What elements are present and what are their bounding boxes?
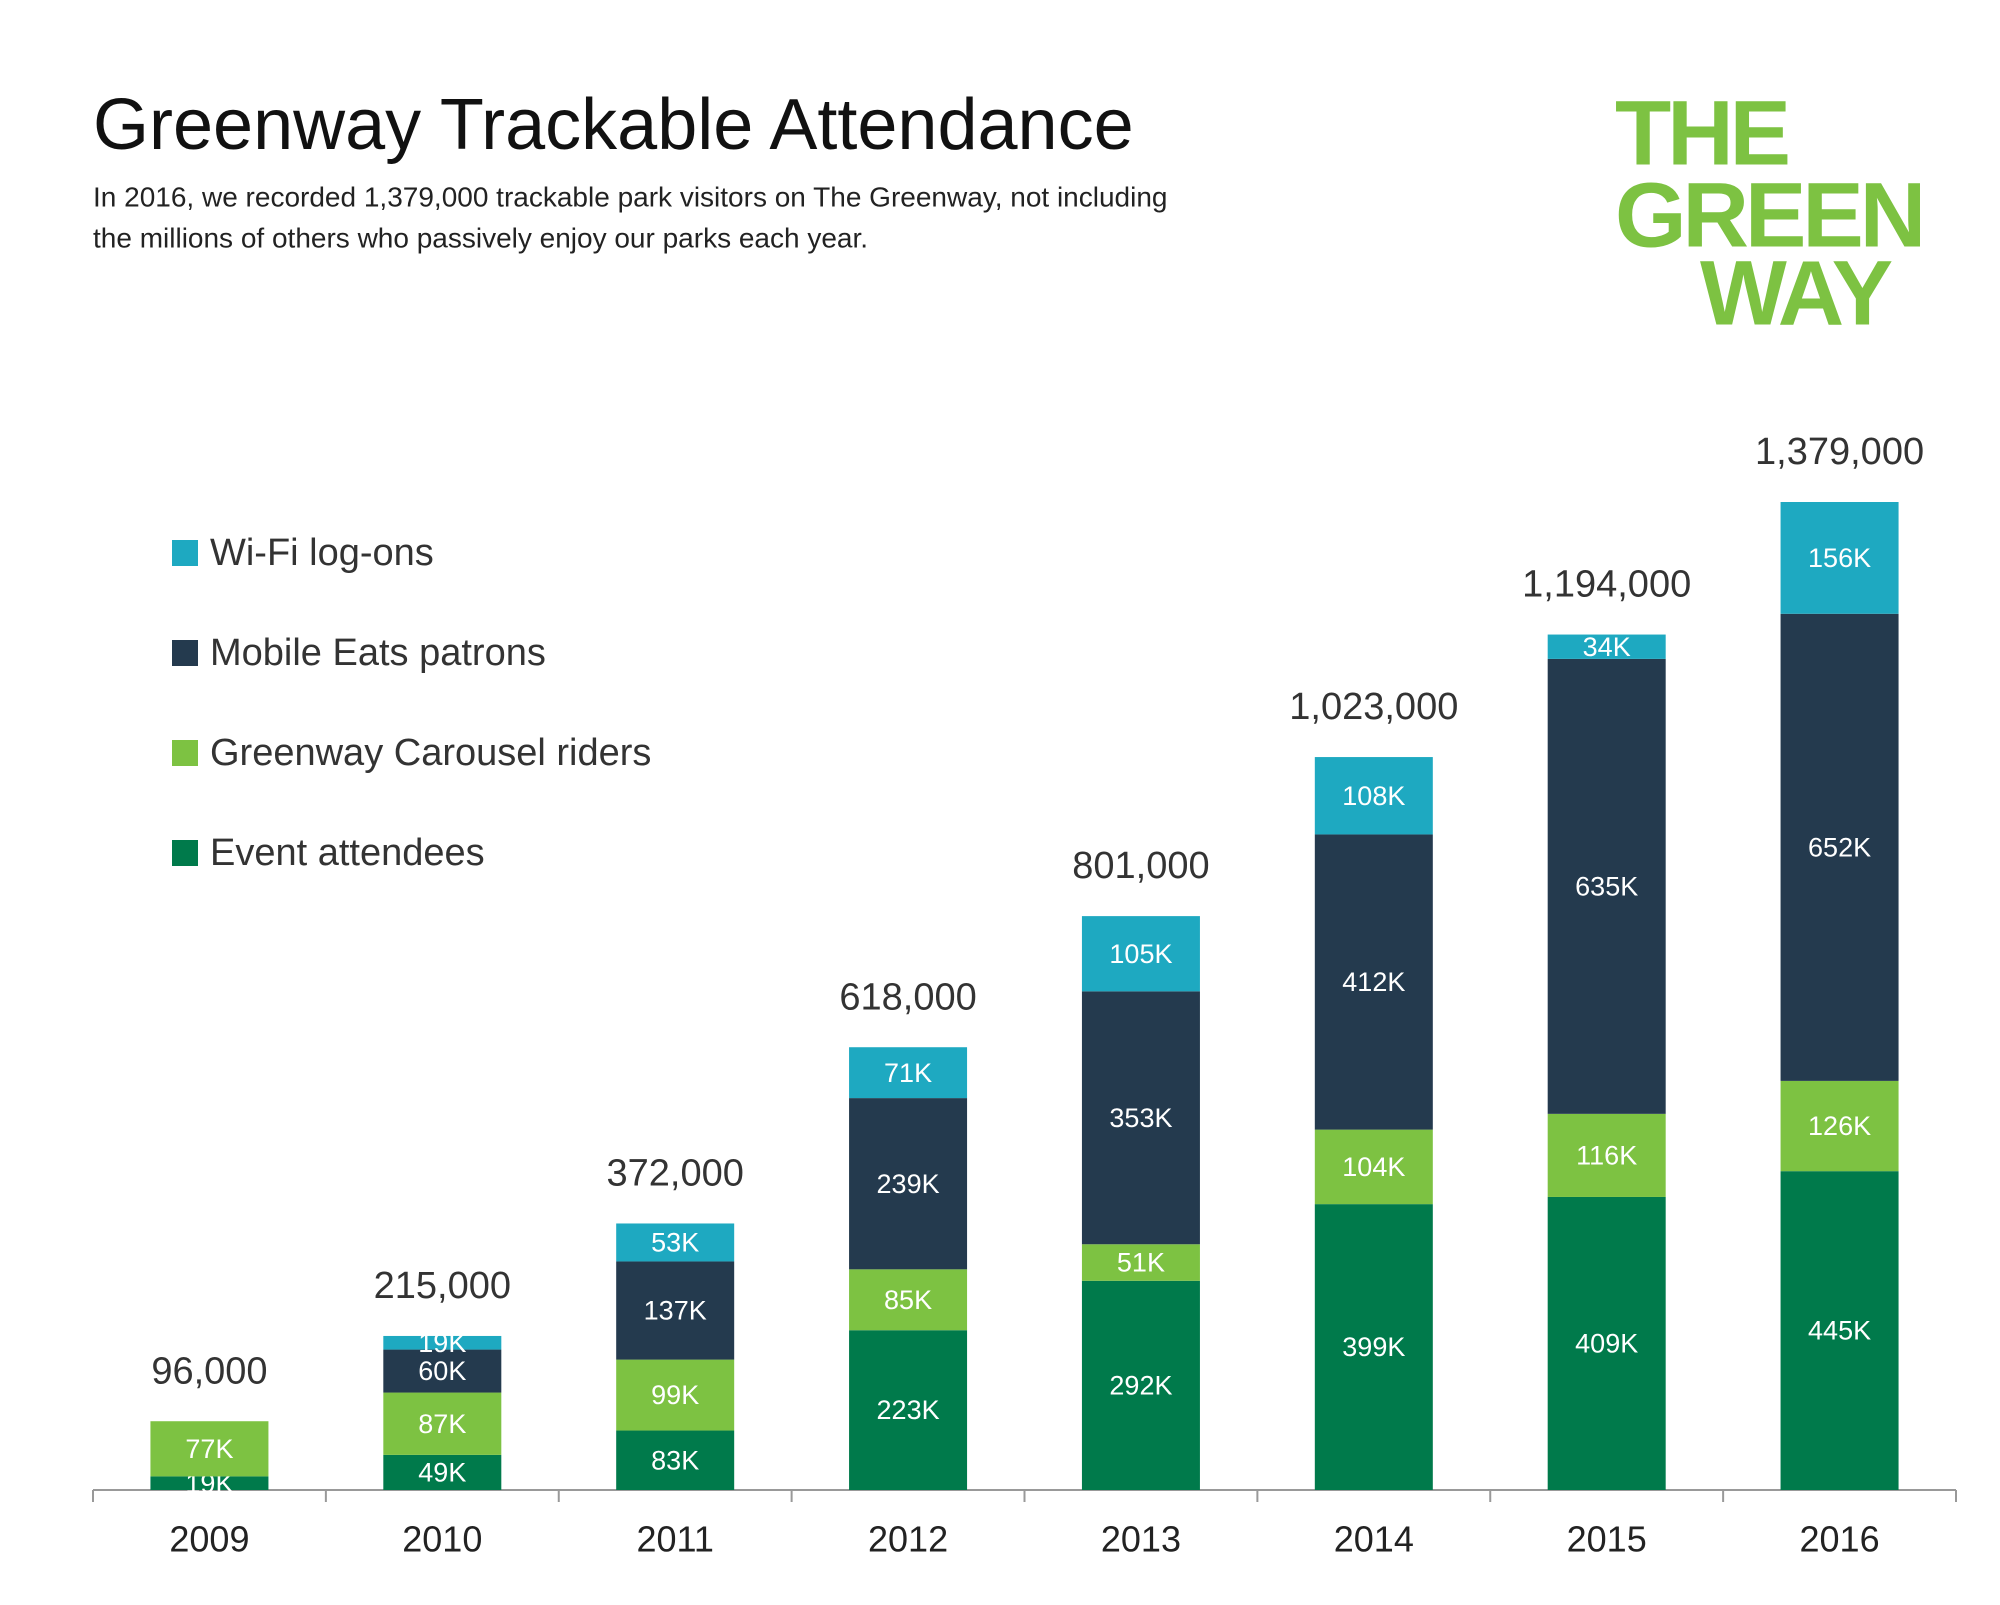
bar-segment <box>383 1335 502 1350</box>
total-label: 1,023,000 <box>1289 686 1458 728</box>
x-tick-label: 2013 <box>1101 1519 1181 1560</box>
value-label: 445K <box>1808 1316 1871 1346</box>
bar-segment <box>616 1261 735 1360</box>
bar-segment <box>150 1476 269 1490</box>
bar-segment <box>1081 916 1200 992</box>
bar-segment <box>849 1269 968 1331</box>
value-label: 99K <box>651 1380 699 1410</box>
bar-segment <box>1314 757 1433 835</box>
value-label: 77K <box>185 1434 233 1464</box>
value-label: 409K <box>1575 1329 1638 1359</box>
value-label: 412K <box>1342 967 1405 997</box>
bar-segment <box>1547 634 1666 659</box>
legend-swatch <box>172 840 198 866</box>
bar-segment <box>150 1421 269 1477</box>
x-tick-label: 2009 <box>169 1519 249 1560</box>
value-label: 292K <box>1109 1371 1172 1401</box>
x-tick-label: 2012 <box>868 1519 948 1560</box>
legend-label: Wi-Fi log-ons <box>210 532 434 574</box>
total-label: 1,379,000 <box>1755 431 1924 473</box>
bar-segment <box>383 1454 502 1490</box>
bar-segment <box>616 1430 735 1490</box>
chart-title: Greenway Trackable Attendance <box>93 85 1134 165</box>
logo-text: WAY <box>1700 242 1892 344</box>
logo-text: GREEN <box>1615 164 1922 266</box>
chart-subtitle: In 2016, we recorded 1,379,000 trackable… <box>93 181 1168 212</box>
value-label: 108K <box>1342 781 1405 811</box>
value-label: 87K <box>418 1409 466 1439</box>
total-label: 215,000 <box>374 1265 511 1307</box>
x-tick-label: 2014 <box>1334 1519 1414 1560</box>
value-label: 49K <box>418 1458 466 1488</box>
x-tick-label: 2016 <box>1800 1519 1880 1560</box>
bar-segment <box>1780 613 1899 1081</box>
value-label: 71K <box>884 1058 932 1088</box>
value-label: 652K <box>1808 832 1871 862</box>
bar-segment <box>1780 502 1899 614</box>
bar-segment <box>1547 1196 1666 1490</box>
value-label: 60K <box>418 1356 466 1386</box>
bar-segment <box>1081 1280 1200 1490</box>
value-label: 353K <box>1109 1103 1172 1133</box>
bar-segment <box>1314 1129 1433 1205</box>
value-label: 104K <box>1342 1152 1405 1182</box>
legend-swatch <box>172 640 198 666</box>
legend-label: Mobile Eats patrons <box>210 632 546 674</box>
bar-segment <box>1081 1244 1200 1281</box>
chart-subtitle: the millions of others who passively enj… <box>93 222 868 253</box>
bar-segment <box>849 1330 968 1490</box>
bar-segment <box>1314 834 1433 1130</box>
total-label: 1,194,000 <box>1522 564 1691 606</box>
value-label: 137K <box>644 1296 707 1326</box>
legend-label: Greenway Carousel riders <box>210 732 651 774</box>
value-label: 105K <box>1109 939 1172 969</box>
value-label: 635K <box>1575 872 1638 902</box>
bar-segment <box>383 1392 502 1455</box>
logo: THE GREEN WAY <box>1615 82 1926 344</box>
value-label: 53K <box>651 1228 699 1258</box>
bar-segment <box>849 1098 968 1270</box>
x-tick-label: 2011 <box>636 1519 713 1560</box>
bar-segment <box>1547 658 1666 1114</box>
value-label: 223K <box>877 1395 940 1425</box>
total-label: 618,000 <box>839 976 976 1018</box>
value-label: 83K <box>651 1445 699 1475</box>
bar-segment <box>616 1223 735 1262</box>
logo-text: THE <box>1615 82 1788 184</box>
bar-segment <box>1314 1204 1433 1490</box>
value-label: 34K <box>1583 632 1631 662</box>
bar-segment <box>849 1047 968 1099</box>
legend-swatch <box>172 540 198 566</box>
bar-segment <box>616 1359 735 1431</box>
total-label: 372,000 <box>607 1153 744 1195</box>
bar-segment <box>1547 1113 1666 1197</box>
bar-segment <box>1780 1171 1899 1490</box>
value-label: 51K <box>1117 1248 1165 1278</box>
legend-swatch <box>172 740 198 766</box>
bar-segment <box>383 1349 502 1393</box>
value-label: 239K <box>877 1169 940 1199</box>
bar-segment <box>1081 991 1200 1245</box>
value-label: 156K <box>1808 543 1871 573</box>
x-tick-label: 2010 <box>402 1519 482 1560</box>
total-label: 96,000 <box>151 1350 267 1392</box>
x-tick-label: 2015 <box>1567 1519 1647 1560</box>
value-label: 116K <box>1576 1141 1637 1171</box>
value-label: 399K <box>1342 1332 1405 1362</box>
legend-label: Event attendees <box>210 832 485 874</box>
total-label: 801,000 <box>1072 845 1209 887</box>
value-label: 19K <box>418 1328 466 1358</box>
value-label: 85K <box>884 1285 932 1315</box>
bar-segment <box>1780 1080 1899 1172</box>
value-label: 126K <box>1808 1111 1871 1141</box>
